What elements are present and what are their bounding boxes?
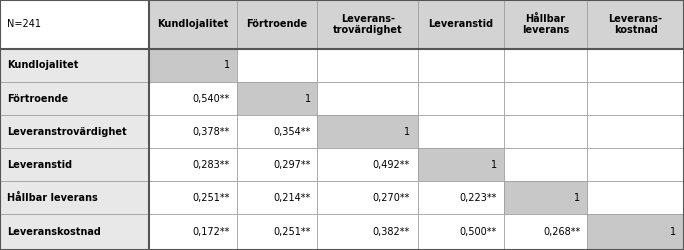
Bar [503, 0, 587, 49]
Text: 0,214**: 0,214** [274, 193, 311, 203]
Bar [418, 49, 503, 82]
Text: 1: 1 [575, 193, 581, 203]
Bar [503, 49, 587, 82]
Text: 0,382**: 0,382** [373, 227, 410, 237]
Bar [149, 115, 237, 148]
Bar [149, 148, 237, 181]
Bar [0, 82, 149, 115]
Bar [317, 0, 418, 49]
Text: Leveranstid: Leveranstid [8, 160, 73, 170]
Bar [237, 49, 317, 82]
Text: Förtroende: Förtroende [8, 94, 68, 104]
Bar [149, 0, 237, 49]
Bar [587, 181, 684, 214]
Text: Leveranskostnad: Leveranskostnad [8, 227, 101, 237]
Bar [0, 115, 149, 148]
Bar [587, 0, 684, 49]
Bar [503, 148, 587, 181]
Bar [418, 115, 503, 148]
Text: 1: 1 [305, 94, 311, 104]
Bar [0, 181, 149, 214]
Text: 0,223**: 0,223** [460, 193, 497, 203]
Text: 0,270**: 0,270** [373, 193, 410, 203]
Bar [503, 82, 587, 115]
Bar [503, 181, 587, 214]
Bar [0, 148, 149, 181]
Bar [317, 148, 418, 181]
Bar [237, 214, 317, 250]
Bar [418, 0, 503, 49]
Bar [587, 49, 684, 82]
Text: 0,268**: 0,268** [543, 227, 581, 237]
Bar [237, 148, 317, 181]
Text: Kundlojalitet: Kundlojalitet [157, 20, 228, 30]
Bar [503, 115, 587, 148]
Text: 0,172**: 0,172** [192, 227, 230, 237]
Bar [0, 0, 149, 49]
Bar [317, 82, 418, 115]
Text: 0,540**: 0,540** [193, 94, 230, 104]
Bar [237, 115, 317, 148]
Bar [317, 181, 418, 214]
Bar [317, 214, 418, 250]
Text: Förtroende: Förtroende [247, 20, 308, 30]
Bar [418, 214, 503, 250]
Text: 1: 1 [224, 60, 230, 70]
Text: 0,251**: 0,251** [192, 193, 230, 203]
Bar [587, 214, 684, 250]
Bar [418, 148, 503, 181]
Bar [149, 82, 237, 115]
Bar [317, 115, 418, 148]
Text: 0,297**: 0,297** [274, 160, 311, 170]
Bar [237, 82, 317, 115]
Text: Leveranstrovärdighet: Leveranstrovärdighet [8, 127, 127, 137]
Text: 1: 1 [670, 227, 676, 237]
Bar [0, 49, 149, 82]
Bar [149, 49, 237, 82]
Bar [587, 115, 684, 148]
Bar [317, 49, 418, 82]
Text: Hållbar
leverans: Hållbar leverans [522, 14, 569, 35]
Bar [149, 214, 237, 250]
Bar [587, 148, 684, 181]
Text: 0,354**: 0,354** [274, 127, 311, 137]
Bar [587, 82, 684, 115]
Text: 0,500**: 0,500** [460, 227, 497, 237]
Text: Leverans-
kostnad: Leverans- kostnad [609, 14, 663, 35]
Text: 0,378**: 0,378** [193, 127, 230, 137]
Bar [0, 214, 149, 250]
Text: Leveranstid: Leveranstid [428, 20, 493, 30]
Text: Leverans-
trovärdighet: Leverans- trovärdighet [333, 14, 402, 35]
Bar [149, 181, 237, 214]
Bar [418, 181, 503, 214]
Text: 0,251**: 0,251** [274, 227, 311, 237]
Text: 0,283**: 0,283** [193, 160, 230, 170]
Bar [237, 0, 317, 49]
Text: 1: 1 [490, 160, 497, 170]
Text: N=241: N=241 [8, 20, 42, 30]
Text: 1: 1 [404, 127, 410, 137]
Bar [237, 181, 317, 214]
Bar [418, 82, 503, 115]
Text: Hållbar leverans: Hållbar leverans [8, 193, 98, 203]
Text: Kundlojalitet: Kundlojalitet [8, 60, 79, 70]
Bar [503, 214, 587, 250]
Text: 0,492**: 0,492** [373, 160, 410, 170]
